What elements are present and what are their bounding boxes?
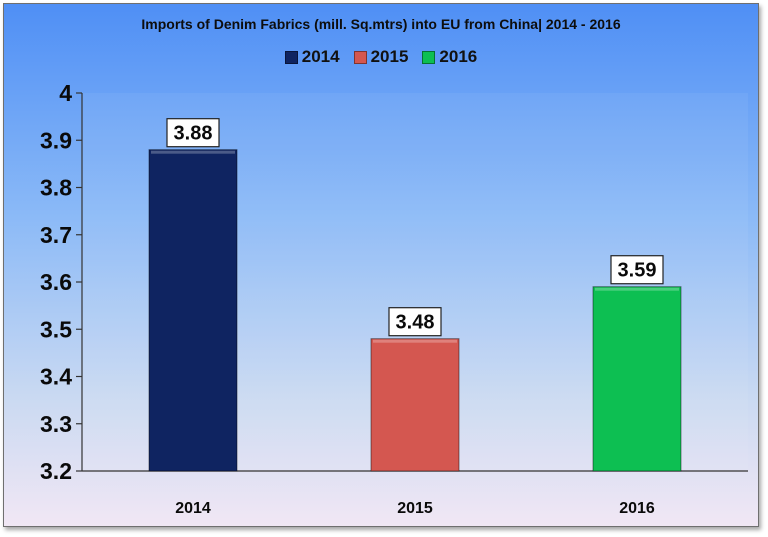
bar-chart: 3.2 3.3 3.4 3.5 3.6 3.7 3.8 3.9 4 3.88 2014 3.48 201… bbox=[40, 80, 748, 517]
legend-label-2015: 2015 bbox=[370, 47, 409, 66]
bar-2015 bbox=[370, 338, 460, 472]
y-tick-label: 3.7 bbox=[40, 222, 72, 248]
data-label: 3.88 bbox=[174, 123, 213, 145]
data-label-box bbox=[166, 118, 220, 148]
y-tick-label: 4 bbox=[59, 80, 72, 106]
chart-frame: Imports of Denim Fabrics (mill. Sq.mtrs)… bbox=[3, 3, 759, 527]
bar-2014 bbox=[148, 149, 238, 472]
legend-swatch-2016 bbox=[422, 50, 436, 64]
y-tick-label: 3.6 bbox=[40, 269, 72, 295]
legend-swatch-2015 bbox=[353, 50, 367, 64]
y-tick-label: 3.4 bbox=[40, 364, 72, 390]
bar-highlight bbox=[595, 287, 679, 291]
data-label-box bbox=[388, 307, 442, 337]
legend-item-2016: 2016 bbox=[422, 47, 477, 67]
x-tick-label: 2015 bbox=[397, 500, 433, 517]
chart-title: Imports of Denim Fabrics (mill. Sq.mtrs)… bbox=[141, 16, 621, 32]
chart-legend: 2014 2015 2016 bbox=[4, 47, 758, 67]
bar-2016 bbox=[592, 286, 682, 472]
data-label-box bbox=[610, 255, 664, 285]
bar-highlight bbox=[373, 339, 457, 343]
legend-item-2015: 2015 bbox=[353, 47, 409, 67]
legend-swatch-2014 bbox=[284, 50, 298, 64]
y-tick-label: 3.5 bbox=[40, 316, 72, 342]
y-tick-label: 3.3 bbox=[40, 411, 72, 437]
legend-label-2014: 2014 bbox=[301, 47, 340, 66]
data-label: 3.59 bbox=[618, 260, 657, 282]
y-tick-label: 3.8 bbox=[40, 175, 72, 201]
bar-highlight bbox=[151, 150, 235, 154]
legend-label-2016: 2016 bbox=[439, 47, 478, 66]
x-tick-label: 2014 bbox=[175, 500, 211, 517]
y-tick-label: 3.9 bbox=[40, 127, 72, 153]
data-label: 3.48 bbox=[396, 312, 435, 334]
x-tick-label: 2016 bbox=[619, 500, 655, 517]
legend-item-2014: 2014 bbox=[284, 47, 340, 67]
y-tick-label: 3.2 bbox=[40, 458, 72, 484]
